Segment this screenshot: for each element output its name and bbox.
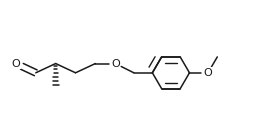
Text: O: O [204,68,213,78]
Text: O: O [111,59,120,69]
Text: O: O [11,59,20,69]
